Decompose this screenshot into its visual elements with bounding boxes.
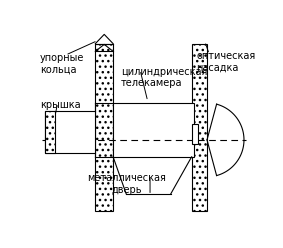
Bar	[45, 111, 55, 153]
Bar	[113, 103, 194, 157]
Text: металлическая
дверь: металлическая дверь	[87, 173, 166, 195]
Bar	[45, 111, 55, 153]
Text: оптическая
насадка: оптическая насадка	[196, 51, 256, 73]
Text: крышка: крышка	[40, 100, 81, 110]
Text: цилиндрическая
телекамера: цилиндрическая телекамера	[121, 67, 207, 88]
Bar	[45, 111, 95, 153]
Bar	[192, 44, 207, 211]
Bar	[95, 44, 113, 211]
Text: упорные
кольца: упорные кольца	[40, 53, 84, 74]
Bar	[192, 124, 198, 144]
